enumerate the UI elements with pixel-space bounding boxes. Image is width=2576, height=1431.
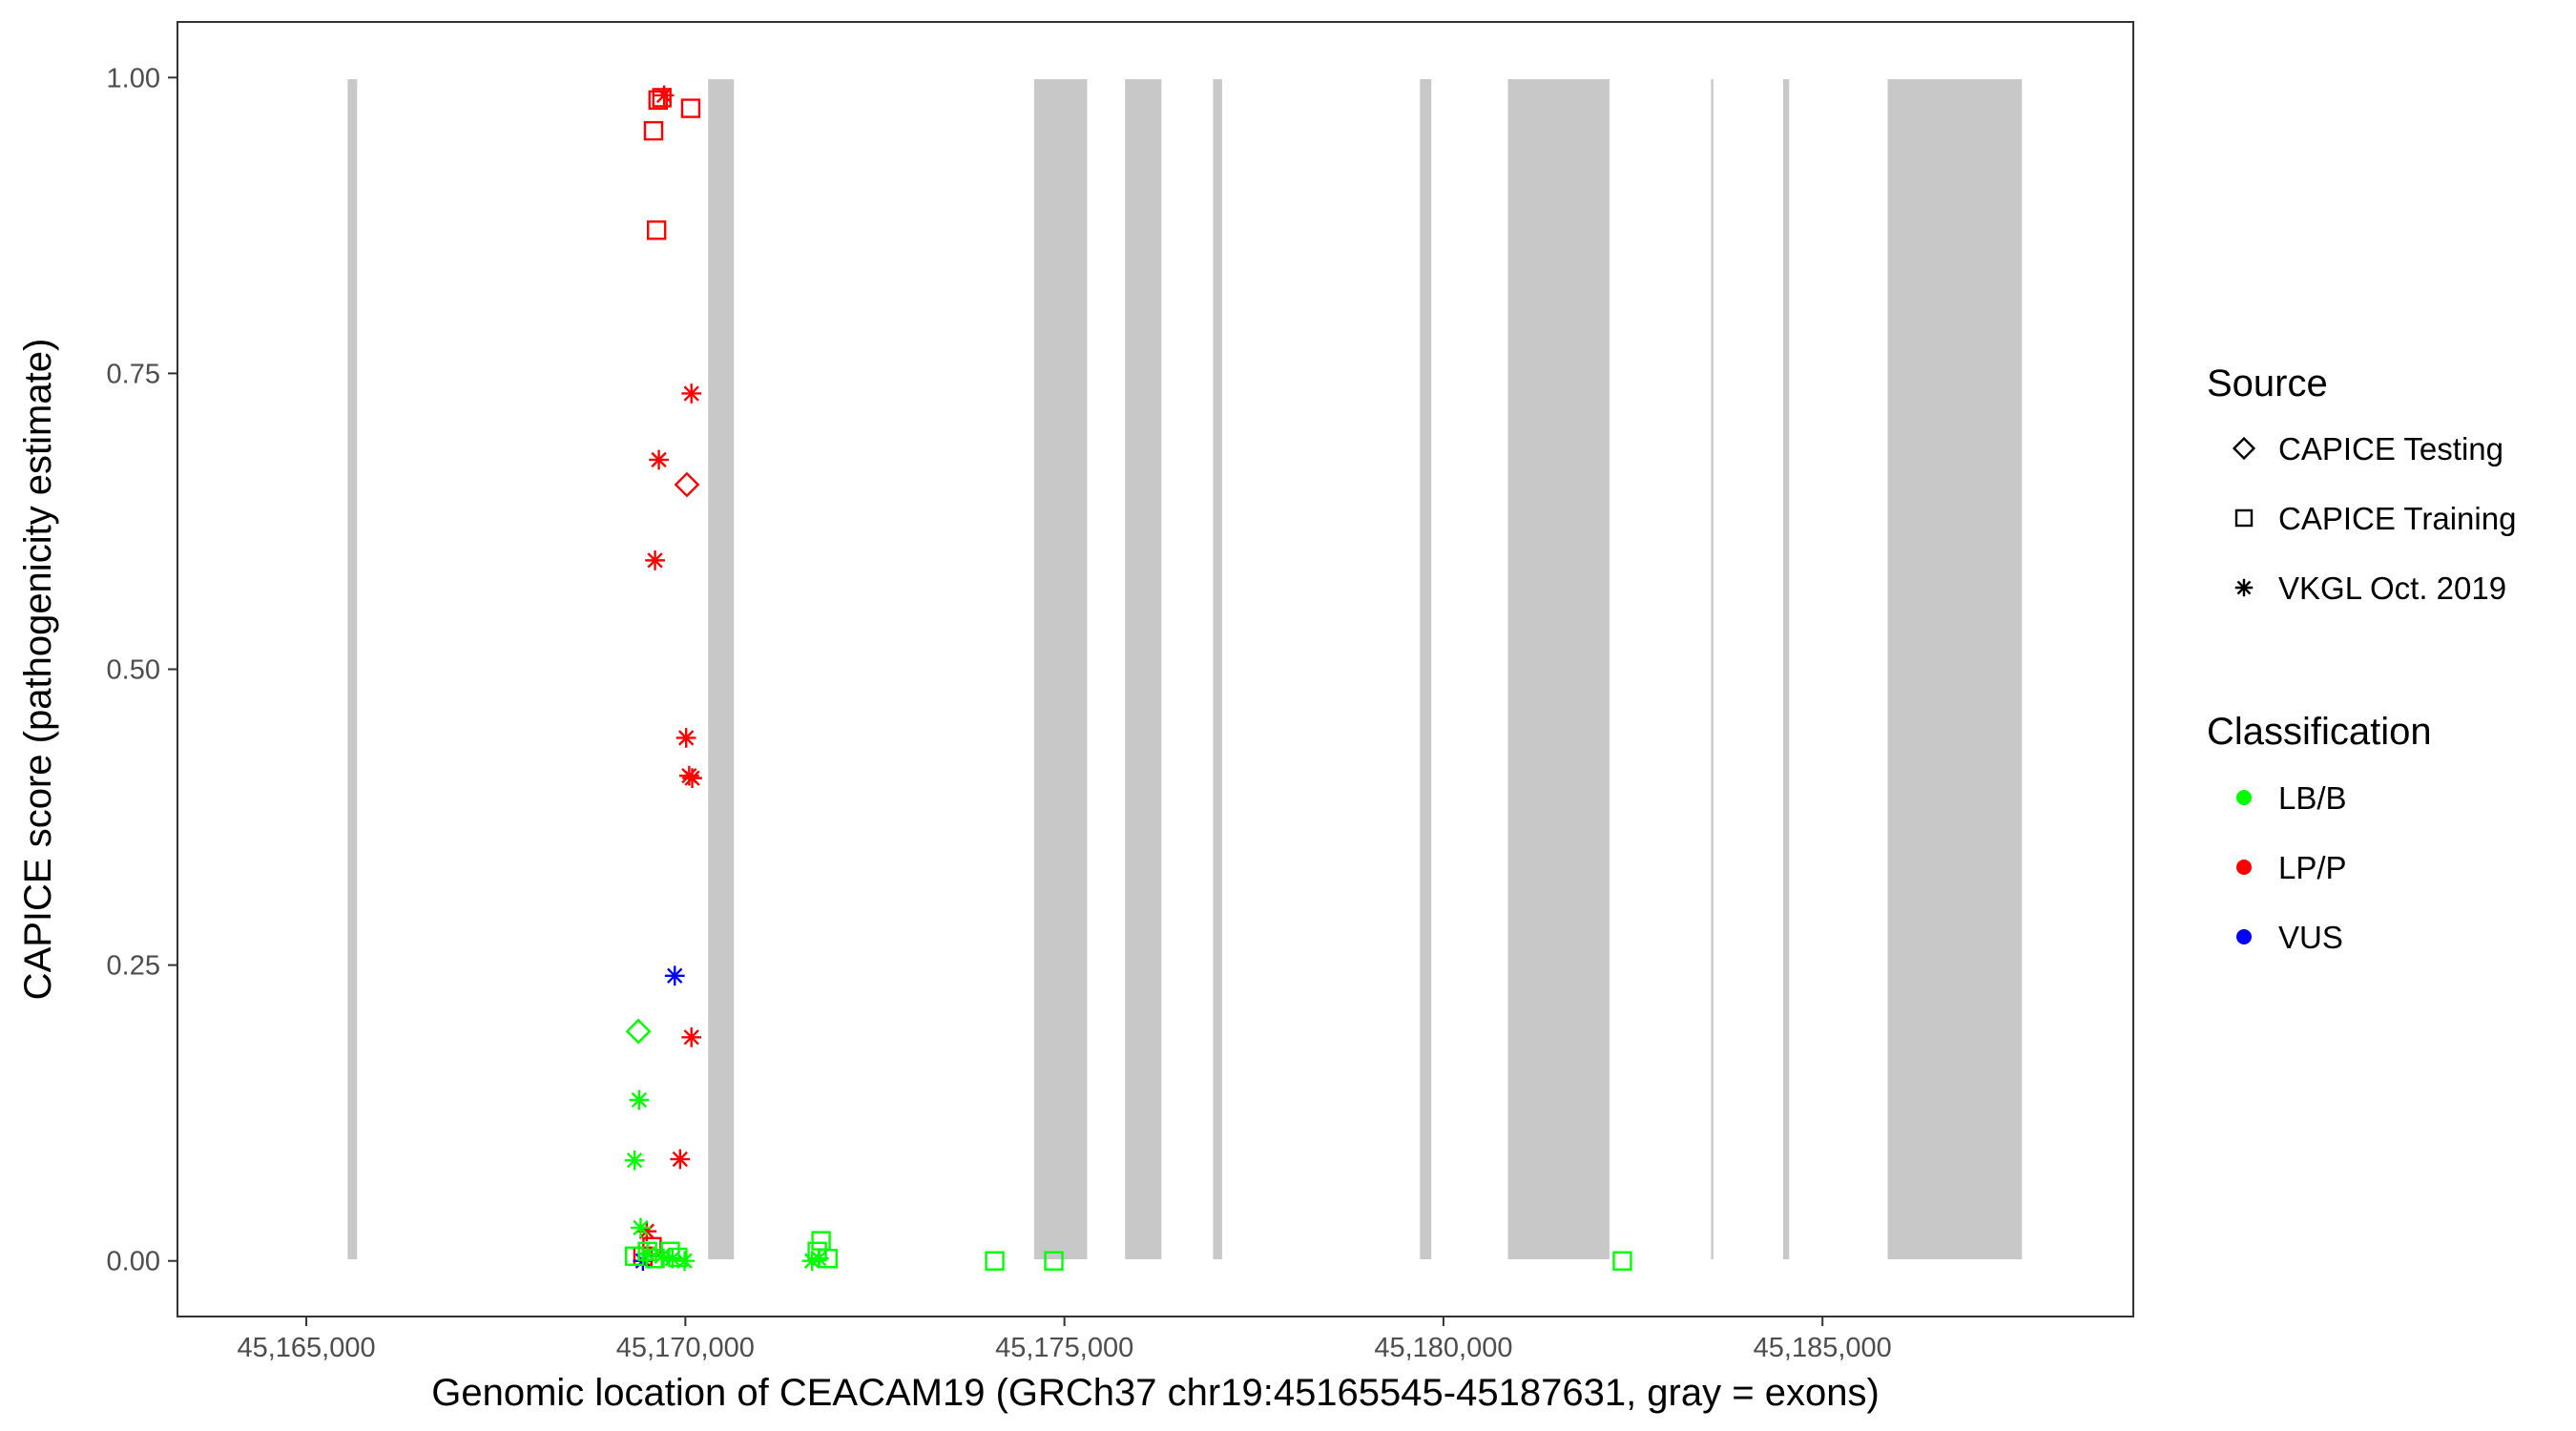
point-asterisk — [649, 449, 669, 470]
x-tick-label: 45,185,000 — [1754, 1333, 1892, 1363]
point-square — [818, 1249, 838, 1269]
exon-band — [1420, 79, 1432, 1259]
point-asterisk — [681, 1027, 702, 1047]
legend-source: Source CAPICE Testing CAPICE Training VKGL … — [2207, 363, 2516, 606]
point-asterisk — [682, 768, 702, 788]
y-tick-label: 0.75 — [107, 359, 160, 389]
exon-band — [1782, 79, 1790, 1259]
legend-label: LB/B — [2278, 780, 2347, 816]
point-square — [643, 120, 664, 141]
exon-band — [1507, 79, 1610, 1259]
y-tick-label: 0.25 — [107, 951, 160, 982]
point-square — [1044, 1251, 1064, 1271]
point-square — [1612, 1251, 1632, 1271]
y-tick-label: 1.00 — [107, 63, 160, 93]
legend-label: CAPICE Training — [2278, 501, 2516, 536]
legend-item: VUS — [2236, 920, 2343, 955]
x-tick-label: 45,165,000 — [237, 1333, 375, 1363]
point-square — [807, 1241, 827, 1261]
legend-item: CAPICE Training — [2234, 501, 2516, 536]
legend-item: CAPICE Testing — [2232, 431, 2503, 467]
point-square — [652, 88, 672, 108]
x-axis-title: Genomic location of CEACAM19 (GRCh37 chr… — [431, 1372, 1880, 1414]
legend: Source CAPICE Testing CAPICE Training VKGL … — [2207, 363, 2516, 955]
y-axis: 0.00 0.25 0.50 0.75 1.00 — [107, 63, 177, 1277]
exon-band — [347, 79, 358, 1259]
exon-band — [1213, 79, 1222, 1259]
exon-band — [708, 79, 735, 1259]
exon-band — [1711, 79, 1714, 1259]
legend-label: VUS — [2278, 920, 2343, 955]
exon-band — [1125, 79, 1162, 1259]
point-asterisk — [624, 1150, 645, 1171]
legend-label: VKGL Oct. 2019 — [2278, 570, 2506, 606]
x-tick-label: 45,175,000 — [995, 1333, 1133, 1363]
point-dot — [2236, 790, 2252, 805]
point-square — [646, 220, 667, 240]
y-axis-title: CAPICE score (pathogenicity estimate) — [17, 339, 59, 1001]
point-square — [645, 1249, 665, 1269]
point-square — [624, 1246, 645, 1266]
x-tick-label: 45,170,000 — [616, 1333, 755, 1363]
exon-bands — [347, 79, 2023, 1259]
point-asterisk — [654, 85, 675, 106]
legend-item: LP/P — [2236, 850, 2347, 885]
point-diamond — [674, 471, 700, 498]
point-square — [985, 1251, 1005, 1271]
legend-classification: Classification LB/B LP/P VUS — [2207, 711, 2432, 955]
legend-item: LB/B — [2236, 780, 2347, 816]
point-asterisk — [2234, 578, 2254, 597]
point-square — [2234, 508, 2254, 528]
legend-title: Source — [2207, 363, 2328, 404]
data-points — [624, 85, 1632, 1272]
point-asterisk — [631, 1217, 651, 1238]
point-asterisk — [629, 1089, 650, 1110]
exon-band — [1033, 79, 1088, 1259]
legend-title: Classification — [2207, 711, 2432, 753]
x-axis: 45,165,000 45,170,000 45,175,000 45,180,000… — [237, 1317, 1892, 1363]
y-tick-label: 0.50 — [107, 655, 160, 686]
point-asterisk — [675, 728, 696, 748]
legend-label: CAPICE Testing — [2278, 431, 2503, 467]
point-diamond — [625, 1018, 652, 1045]
point-dot — [2236, 929, 2252, 944]
exon-band — [1887, 79, 2023, 1259]
legend-item: VKGL Oct. 2019 — [2234, 570, 2506, 606]
point-square — [668, 1247, 688, 1268]
point-square — [648, 90, 668, 111]
point-dot — [2236, 860, 2252, 875]
point-square — [680, 98, 701, 118]
point-asterisk — [681, 384, 702, 404]
point-asterisk — [645, 550, 665, 570]
y-tick-label: 0.00 — [107, 1247, 160, 1277]
point-asterisk — [664, 965, 685, 986]
point-diamond — [2232, 436, 2256, 461]
legend-label: LP/P — [2278, 850, 2347, 885]
point-asterisk — [670, 1149, 691, 1170]
x-tick-label: 45,180,000 — [1374, 1333, 1512, 1363]
